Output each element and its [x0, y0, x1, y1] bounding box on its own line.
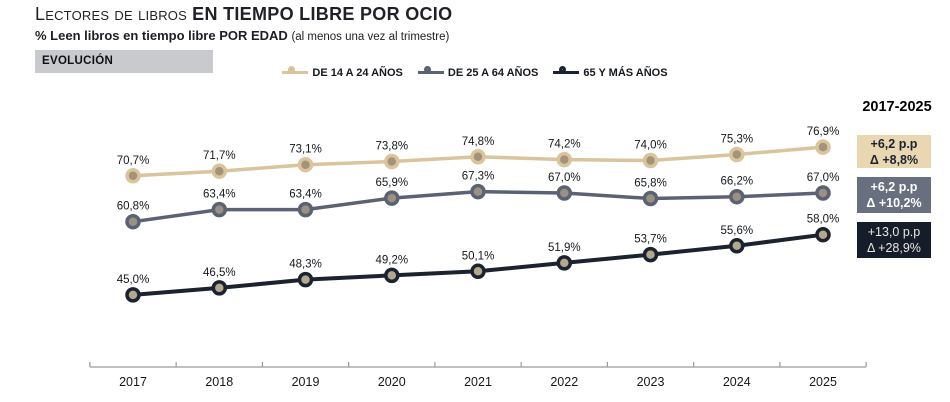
data-label: 67,0% — [548, 172, 581, 184]
x-axis-label: 2024 — [723, 375, 751, 389]
data-point — [642, 152, 659, 169]
data-label: 63,4% — [203, 189, 236, 201]
data-label: 50,1% — [462, 250, 495, 262]
data-point — [729, 188, 745, 205]
badge-delta-pp: +13,0 p.p — [867, 225, 921, 239]
x-axis-label: 2025 — [809, 375, 837, 389]
data-point — [125, 287, 141, 303]
data-point — [211, 201, 228, 218]
data-point — [815, 139, 831, 155]
data-point — [125, 168, 141, 184]
data-point — [470, 263, 486, 280]
badge-delta-pp: +6,2 p.p — [870, 180, 918, 194]
data-label: 73,1% — [289, 144, 322, 156]
x-axis-label: 2019 — [292, 375, 320, 389]
data-point — [297, 156, 314, 173]
data-point — [642, 190, 659, 207]
data-label: 65,9% — [375, 177, 408, 189]
period-range-label: 2017-2025 — [862, 99, 932, 115]
data-point — [470, 183, 486, 200]
summary-badge-25-64: +6,2 p.p Δ +10,2% — [857, 177, 931, 213]
data-label: 67,0% — [807, 172, 840, 184]
data-point — [211, 280, 228, 296]
data-label: 58,0% — [807, 214, 840, 226]
page-subtitle: % Leen libros en tiempo libre POR EDAD (… — [35, 28, 449, 43]
data-point — [384, 153, 400, 170]
data-point — [556, 185, 573, 201]
badge-delta-pct: Δ +8,8% — [869, 152, 919, 167]
legend-label: 65 Y MÁS AÑOS — [583, 66, 668, 79]
data-label: 75,3% — [720, 134, 753, 146]
page-title: Lectores de libros EN TIEMPO LIBRE POR O… — [35, 4, 452, 25]
legend-marker-icon — [417, 66, 444, 79]
data-point — [384, 190, 400, 206]
legend-marker-icon — [282, 66, 309, 79]
page-title-prefix: Lectores de libros — [35, 4, 193, 24]
badge-delta-pct: Δ +10,2% — [866, 196, 922, 210]
data-point — [729, 238, 745, 254]
legend-item-2: 65 Y MÁS AÑOS — [553, 66, 668, 79]
data-label: 74,2% — [548, 139, 581, 151]
legend-label: DE 25 A 64 AÑOS — [447, 66, 539, 79]
data-label: 73,8% — [375, 141, 408, 153]
x-axis-label: 2021 — [464, 375, 492, 389]
data-label: 55,6% — [720, 225, 753, 237]
data-label: 70,7% — [117, 155, 150, 167]
data-point — [211, 163, 228, 179]
data-point — [470, 149, 486, 165]
legend-item-1: DE 25 A 64 AÑOS — [417, 66, 539, 79]
data-point — [642, 246, 659, 263]
data-label: 63,4% — [289, 189, 322, 201]
data-label: 76,9% — [807, 126, 840, 138]
data-point — [297, 271, 314, 288]
page-title-bold: EN TIEMPO LIBRE POR OCIO — [192, 4, 453, 24]
data-label: 53,7% — [634, 234, 667, 246]
data-point — [556, 255, 573, 271]
x-axis-label: 2020 — [378, 375, 406, 389]
data-label: 48,3% — [289, 259, 322, 271]
data-label: 65,8% — [634, 178, 667, 190]
data-point — [729, 146, 745, 163]
data-point — [384, 267, 400, 284]
data-point — [125, 213, 141, 230]
data-label: 67,3% — [462, 171, 495, 183]
summary-badge-65-plus: +13,0 p.p Δ +28,9% — [857, 222, 931, 258]
data-point — [297, 201, 314, 218]
data-label: 51,9% — [548, 242, 581, 254]
data-point — [815, 226, 831, 243]
data-label: 45,0% — [117, 274, 150, 286]
x-axis-label: 2017 — [119, 375, 147, 389]
badge-delta-pct: Δ +28,9% — [867, 241, 921, 255]
page-subtitle-bold: % Leen libros en tiempo libre POR EDAD — [35, 28, 292, 43]
data-label: 74,0% — [634, 140, 667, 152]
badge-delta-pp: +6,2 p.p — [870, 136, 918, 151]
evolution-tab: EVOLUCIÓN — [35, 50, 213, 73]
x-axis-label: 2018 — [205, 375, 233, 389]
data-point — [556, 151, 573, 168]
data-label: 71,7% — [203, 150, 236, 162]
legend-label: DE 14 A 24 AÑOS — [312, 66, 403, 79]
data-label: 49,2% — [375, 254, 408, 266]
data-label: 66,2% — [720, 176, 753, 188]
page-subtitle-note: (al menos una vez al trimestre) — [291, 31, 450, 43]
x-axis-label: 2023 — [637, 375, 665, 389]
data-label: 60,8% — [117, 201, 150, 213]
data-label: 46,5% — [203, 267, 236, 279]
chart-legend: DE 14 A 24 AÑOS DE 25 A 64 AÑOS 65 Y MÁS A… — [0, 66, 950, 79]
legend-marker-icon — [553, 66, 580, 79]
legend-item-0: DE 14 A 24 AÑOS — [282, 66, 403, 79]
data-point — [815, 185, 831, 201]
data-label: 74,8% — [462, 136, 495, 148]
x-axis-label: 2022 — [550, 375, 578, 389]
summary-badge-14-24: +6,2 p.p Δ +8,8% — [857, 135, 931, 168]
